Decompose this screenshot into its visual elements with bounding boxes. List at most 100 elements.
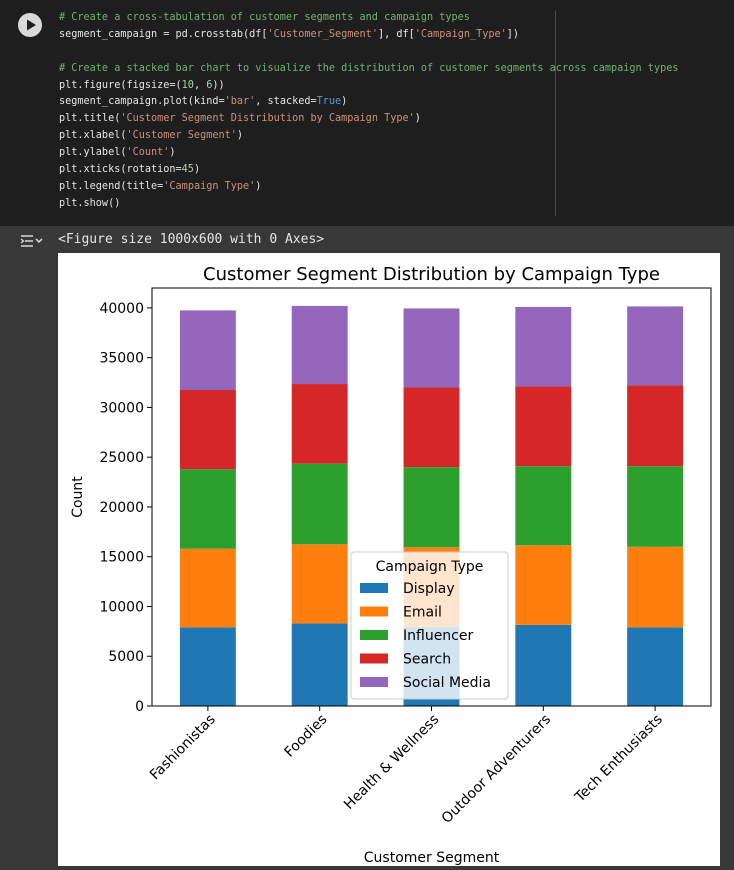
bar-email [291,544,348,624]
code-token: # Create a cross-tabulation of customer … [59,12,470,23]
bar-email [627,546,684,628]
x-tick-label: Tech Enthusiasts [571,712,665,806]
code-token: plt.show() [59,197,121,209]
code-line: plt.title('Customer Segment Distribution… [59,111,555,128]
bar-social-media [515,306,572,387]
bar-search [179,390,236,470]
y-tick-label: 30000 [99,400,144,416]
legend-swatch-email [360,606,388,617]
code-token: ], df[ [377,28,415,40]
bar-social-media [291,305,348,385]
bar-influencer [179,469,236,549]
code-token: 'Count' [126,147,170,159]
bar-influencer [291,463,348,545]
code-cell[interactable]: # Create a cross-tabulation of customer … [0,0,734,226]
bar-display [627,627,684,706]
y-tick-label: 10000 [99,599,144,615]
code-token: plt.xticks(rotation= [59,164,182,176]
bar-social-media [627,306,684,386]
code-token: 'Customer_Segment' [267,28,378,40]
code-line [59,44,555,61]
bar-search [403,387,460,468]
code-token: plt.legend(title= [59,180,164,192]
code-line: plt.ylabel('Count') [59,145,555,162]
code-line: # Create a stacked bar chart to visualiz… [59,61,678,78]
code-token: 'bar' [224,96,256,108]
code-line: plt.show() [59,196,555,213]
x-tick-label: Fashionistas [147,712,219,784]
run-cell-button[interactable] [18,13,42,37]
code-line: plt.figure(figsize=(10, 6)) [59,78,555,95]
bar-influencer [627,466,684,547]
y-tick-label: 5000 [108,649,144,665]
code-line: plt.xlabel('Customer Segment') [59,128,555,145]
stacked-bar-chart: 0 5000 10000 15000 20000 25000 30000 35000 40000… [70,264,712,866]
legend-label: Email [403,605,442,621]
code-token: ) [255,180,262,192]
code-token: 'Customer Segment Distribution by Campai… [120,113,415,125]
code-token: plt.ylabel( [59,147,127,159]
code-token: )) [212,79,225,91]
y-tick-label: 40000 [99,301,144,317]
y-tick-label: 15000 [99,550,144,566]
bar-social-media [403,308,460,388]
cell-output: <Figure size 1000x600 with 0 Axes> 0 5000… [0,226,734,870]
play-icon [27,19,36,31]
code-token: ) [236,130,244,142]
output-text: <Figure size 1000x600 with 0 Axes> [58,232,325,247]
legend-swatch-display [360,583,388,593]
legend-label: Social Media [403,675,491,691]
output-toggle-icon[interactable] [19,233,45,251]
bar-search [515,386,572,467]
legend-box [350,551,509,700]
code-token: 'Campaign_Type' [414,28,507,40]
code-line: segment_campaign = pd.crosstab(df['Custo… [59,27,555,44]
bar-influencer [515,466,572,546]
code-token: , [193,79,207,91]
bar-social-media [179,310,236,391]
code-token: ) [193,164,201,176]
bar-display [291,623,348,706]
code-token: ]) [506,28,520,40]
code-token: plt.title( [59,113,121,125]
bar-influencer [403,467,460,548]
code-token: 45 [181,164,194,176]
code-token: plt.xlabel( [59,130,127,142]
bar-display [515,624,572,706]
code-line: plt.legend(title='Campaign Type') [59,179,555,196]
bar-display [179,627,236,706]
code-line: segment_campaign.plot(kind='bar', stacke… [59,94,555,111]
y-tick-label: 35000 [99,351,144,367]
code-token: # Create a stacked bar chart to visualiz… [59,62,679,74]
legend-label: Display [403,581,455,597]
legend-label: Influencer [403,628,473,644]
legend-swatch-search [360,653,388,664]
x-tick-label: Foodies [281,712,330,761]
code-token: segment_campaign = pd.crosstab(df[ [59,28,268,40]
legend-title: Campaign Type [376,559,484,575]
code-token: ) [414,113,421,125]
legend-swatch-influencer [360,630,388,640]
code-line: # Create a cross-tabulation of customer … [59,10,555,27]
code-token: 6 [206,79,213,91]
legend-label: Search [403,652,451,668]
bar-email [515,545,572,625]
code-token: True [316,96,342,108]
code-editor[interactable]: # Create a cross-tabulation of customer … [59,10,678,216]
chart-title: Customer Segment Distribution by Campaig… [203,264,660,285]
legend-swatch-social-media [360,677,388,687]
code-token: , stacked= [255,96,317,108]
x-tick-label: Health & Wellness [341,712,442,813]
code-token: 'Campaign Type' [163,180,256,192]
y-tick-label: 25000 [99,450,144,466]
bar-search [291,384,348,464]
y-axis-label: Count [70,476,86,518]
x-axis-label: Customer Segment [364,850,500,866]
bar-search [627,385,684,467]
code-token: segment_campaign.plot(kind= [59,96,225,108]
code-token: 'Customer Segment' [126,130,237,142]
bar-email [179,548,236,628]
y-tick-label: 20000 [99,500,144,516]
code-line: plt.xticks(rotation=45) [59,162,555,179]
y-tick-label: 0 [135,699,144,715]
